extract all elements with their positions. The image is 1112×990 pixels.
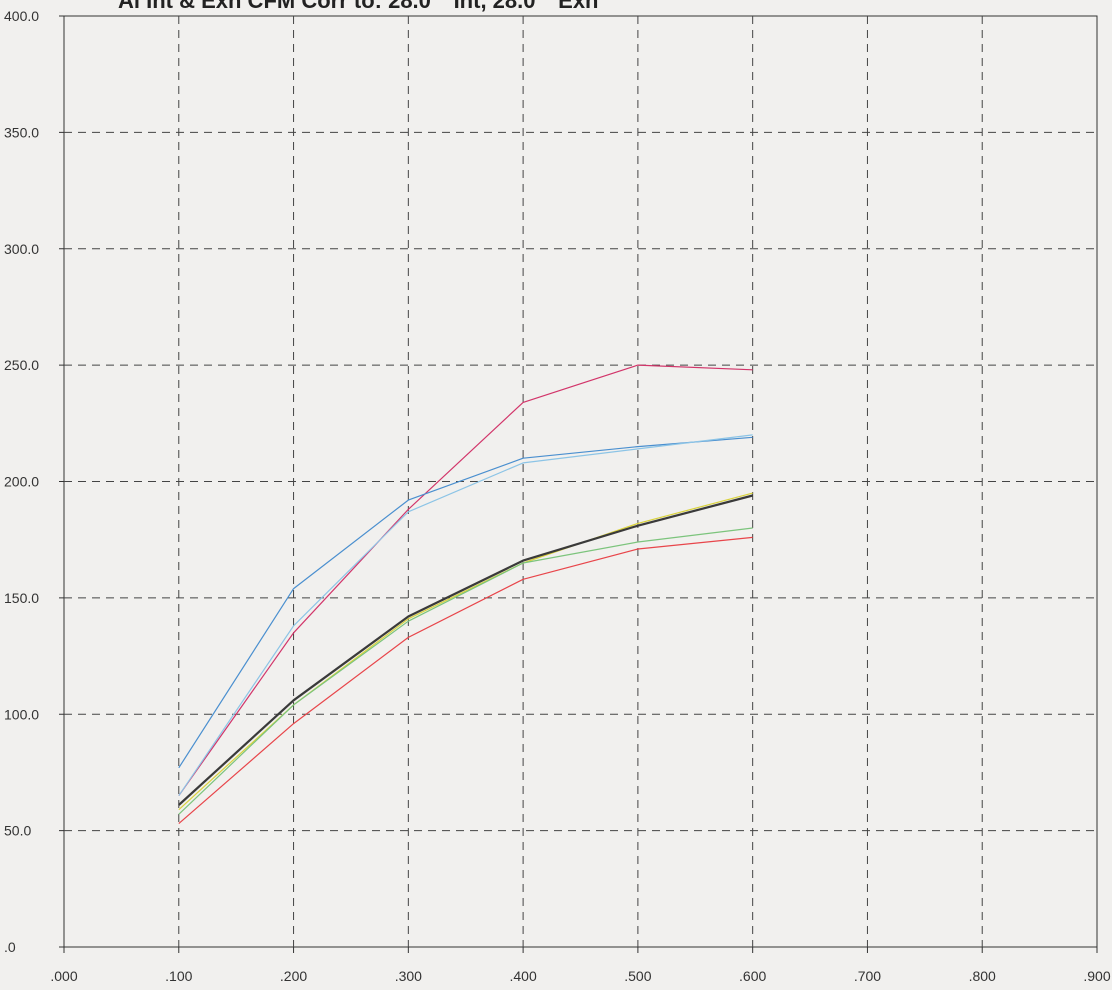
x-tick-label: .500 [624,968,651,984]
y-tick-label: .0 [4,939,16,955]
x-tick-label: .600 [739,968,766,984]
y-tick-label: 200.0 [4,474,39,490]
series-line [178,364,753,797]
y-tick-label: 100.0 [4,706,39,722]
x-tick-label: .100 [165,968,192,984]
x-tick-label: .800 [969,968,996,984]
y-tick-label: 350.0 [4,124,39,140]
x-tick-label: .700 [854,968,881,984]
series-line [178,434,753,797]
series-line [178,492,753,811]
y-tick-label: 400.0 [4,8,39,24]
series-line [178,536,753,825]
x-tick-label: .200 [280,968,307,984]
series-line [178,494,753,806]
x-tick-label: .000 [50,968,77,984]
series-line [178,527,753,815]
y-tick-label: 50.0 [4,823,31,839]
x-tick-label: .400 [509,968,536,984]
chart-title: Al Int & Exh CFM Corr to: 28.0 " Int, 28… [118,0,599,13]
series-line [178,436,753,769]
y-tick-label: 250.0 [4,357,39,373]
y-tick-label: 150.0 [4,590,39,606]
y-tick-label: 300.0 [4,241,39,257]
x-tick-label: .300 [395,968,422,984]
x-tick-label: .900 [1083,968,1110,984]
